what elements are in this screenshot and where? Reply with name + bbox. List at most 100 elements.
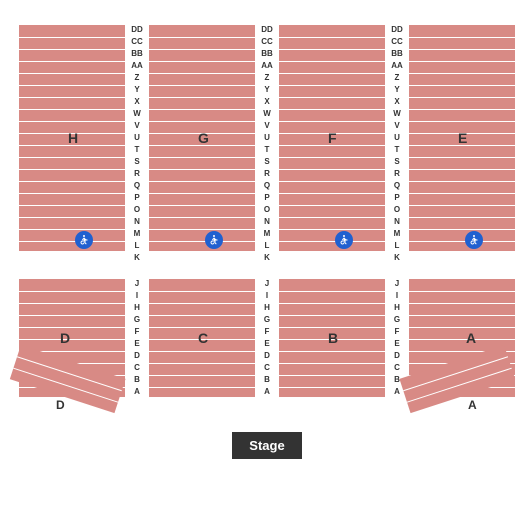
row-label-I: I bbox=[388, 291, 406, 300]
row-label-AA: AA bbox=[388, 61, 406, 70]
row-label-F: F bbox=[258, 327, 276, 336]
row-label-Q: Q bbox=[388, 181, 406, 190]
row-label-E: E bbox=[258, 339, 276, 348]
row-label-H: H bbox=[258, 303, 276, 312]
wheelchair-icon bbox=[465, 231, 483, 249]
row-label-T: T bbox=[388, 145, 406, 154]
row-label-I: I bbox=[258, 291, 276, 300]
row-label-C: C bbox=[388, 363, 406, 372]
row-label-Z: Z bbox=[388, 73, 406, 82]
angled-label-A: A bbox=[468, 398, 477, 412]
row-label-BB: BB bbox=[258, 49, 276, 58]
row-label-X: X bbox=[388, 97, 406, 106]
row-label-N: N bbox=[128, 217, 146, 226]
row-label-DD: DD bbox=[388, 25, 406, 34]
row-label-D: D bbox=[388, 351, 406, 360]
section-label-A: A bbox=[466, 330, 476, 346]
row-label-M: M bbox=[388, 229, 406, 238]
row-label-C: C bbox=[128, 363, 146, 372]
row-label-L: L bbox=[258, 241, 276, 250]
row-label-O: O bbox=[388, 205, 406, 214]
row-label-S: S bbox=[128, 157, 146, 166]
row-label-B: B bbox=[128, 375, 146, 384]
row-label-G: G bbox=[128, 315, 146, 324]
row-label-Z: Z bbox=[258, 73, 276, 82]
row-label-V: V bbox=[128, 121, 146, 130]
row-label-W: W bbox=[388, 109, 406, 118]
row-label-C: C bbox=[258, 363, 276, 372]
row-label-P: P bbox=[128, 193, 146, 202]
row-label-CC: CC bbox=[258, 37, 276, 46]
row-label-P: P bbox=[258, 193, 276, 202]
row-label-BB: BB bbox=[388, 49, 406, 58]
row-label-M: M bbox=[128, 229, 146, 238]
row-label-K: K bbox=[258, 253, 276, 262]
section-label-H: H bbox=[68, 130, 78, 146]
angled-label-D: D bbox=[56, 398, 65, 412]
row-label-R: R bbox=[258, 169, 276, 178]
row-label-V: V bbox=[258, 121, 276, 130]
row-label-J: J bbox=[388, 279, 406, 288]
row-label-H: H bbox=[388, 303, 406, 312]
row-label-U: U bbox=[258, 133, 276, 142]
row-label-D: D bbox=[258, 351, 276, 360]
row-label-T: T bbox=[258, 145, 276, 154]
row-label-P: P bbox=[388, 193, 406, 202]
row-label-A: A bbox=[128, 387, 146, 396]
row-label-K: K bbox=[388, 253, 406, 262]
row-label-B: B bbox=[258, 375, 276, 384]
row-label-Q: Q bbox=[258, 181, 276, 190]
row-label-K: K bbox=[128, 253, 146, 262]
row-label-U: U bbox=[128, 133, 146, 142]
row-label-U: U bbox=[388, 133, 406, 142]
row-label-S: S bbox=[258, 157, 276, 166]
row-label-Y: Y bbox=[258, 85, 276, 94]
row-label-X: X bbox=[258, 97, 276, 106]
section-label-D: D bbox=[60, 330, 70, 346]
row-label-W: W bbox=[128, 109, 146, 118]
row-label-Y: Y bbox=[388, 85, 406, 94]
row-label-Q: Q bbox=[128, 181, 146, 190]
row-label-J: J bbox=[258, 279, 276, 288]
row-label-G: G bbox=[388, 315, 406, 324]
row-label-BB: BB bbox=[128, 49, 146, 58]
row-label-AA: AA bbox=[258, 61, 276, 70]
stage-label: Stage bbox=[232, 432, 302, 459]
row-label-AA: AA bbox=[128, 61, 146, 70]
row-label-L: L bbox=[388, 241, 406, 250]
row-label-O: O bbox=[258, 205, 276, 214]
row-label-F: F bbox=[388, 327, 406, 336]
row-label-O: O bbox=[128, 205, 146, 214]
row-label-J: J bbox=[128, 279, 146, 288]
row-label-I: I bbox=[128, 291, 146, 300]
row-label-R: R bbox=[128, 169, 146, 178]
row-label-V: V bbox=[388, 121, 406, 130]
row-label-M: M bbox=[258, 229, 276, 238]
row-label-D: D bbox=[128, 351, 146, 360]
row-label-Y: Y bbox=[128, 85, 146, 94]
row-label-CC: CC bbox=[388, 37, 406, 46]
row-label-CC: CC bbox=[128, 37, 146, 46]
row-label-T: T bbox=[128, 145, 146, 154]
row-label-N: N bbox=[388, 217, 406, 226]
row-label-W: W bbox=[258, 109, 276, 118]
row-label-DD: DD bbox=[128, 25, 146, 34]
section-label-G: G bbox=[198, 130, 209, 146]
section-label-F: F bbox=[328, 130, 337, 146]
row-label-G: G bbox=[258, 315, 276, 324]
row-label-E: E bbox=[388, 339, 406, 348]
row-label-A: A bbox=[258, 387, 276, 396]
row-label-S: S bbox=[388, 157, 406, 166]
wheelchair-icon bbox=[205, 231, 223, 249]
wheelchair-icon bbox=[335, 231, 353, 249]
row-label-Z: Z bbox=[128, 73, 146, 82]
row-label-DD: DD bbox=[258, 25, 276, 34]
section-label-E: E bbox=[458, 130, 467, 146]
row-label-H: H bbox=[128, 303, 146, 312]
row-label-E: E bbox=[128, 339, 146, 348]
row-label-F: F bbox=[128, 327, 146, 336]
row-label-N: N bbox=[258, 217, 276, 226]
row-label-L: L bbox=[128, 241, 146, 250]
wheelchair-icon bbox=[75, 231, 93, 249]
row-label-X: X bbox=[128, 97, 146, 106]
